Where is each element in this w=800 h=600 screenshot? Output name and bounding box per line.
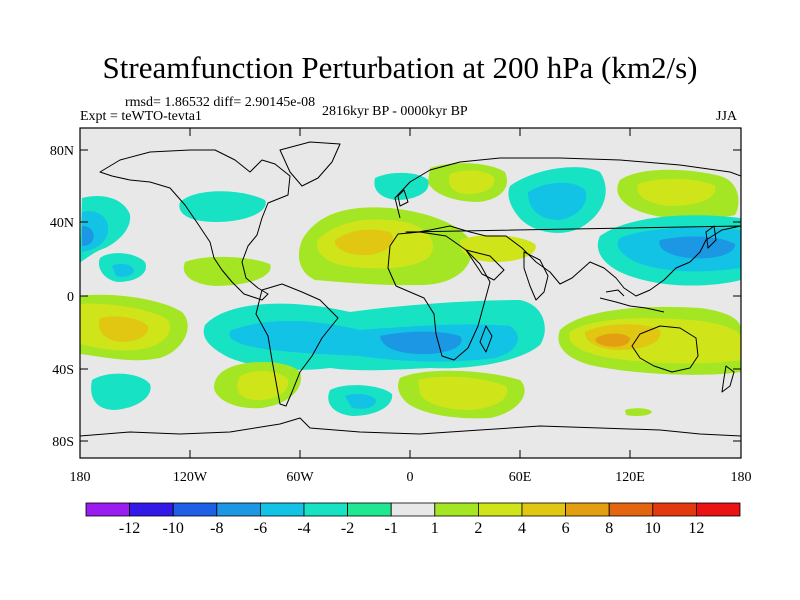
- contour-neg4-npacific: [82, 226, 94, 246]
- lat-label: 80N: [50, 144, 74, 159]
- axis-ticks: [79, 128, 742, 458]
- contour-pos2-southatlantic: [418, 376, 508, 410]
- colorbar-swatch: [172, 502, 218, 517]
- stats-label: rmsd= 1.86532 diff= 2.90145e-08: [125, 95, 316, 110]
- coastlines: [80, 141, 741, 437]
- colorbar-swatch: [477, 502, 523, 517]
- colorbar-swatch: [259, 502, 305, 517]
- colorbar-label: -8: [210, 520, 223, 537]
- colorbar-swatch: [303, 502, 348, 517]
- colorbar-label: 12: [688, 520, 704, 537]
- coastline-north-america: [99, 149, 291, 301]
- contour-neg4-core: [380, 331, 462, 355]
- colorbar-label: 2: [474, 520, 482, 537]
- colorbar-label: -12: [119, 520, 140, 537]
- lat-label: 0: [67, 290, 74, 305]
- coastline-australia: [631, 325, 699, 373]
- colorbar-swatch: [434, 502, 479, 517]
- coastline-new-zealand: [721, 365, 735, 393]
- colorbar-label: 8: [605, 520, 613, 537]
- colorbar-label: -4: [297, 520, 310, 537]
- experiment-label: Expt = teWTO-tevta1: [80, 109, 202, 124]
- colorbar-label: -2: [341, 520, 354, 537]
- chart-title: Streamfunction Perturbation at 200 hPa (…: [102, 50, 698, 85]
- contour-pos4-nafrica: [334, 229, 394, 256]
- lat-label: 40S: [52, 363, 74, 378]
- coastline-arabia: [465, 249, 505, 281]
- lon-label: 120W: [173, 470, 208, 485]
- contour-neg4-npacific-west: [659, 236, 736, 259]
- contour-fields: [80, 163, 741, 419]
- colorbar-swatch: [347, 502, 392, 517]
- lon-label: 60W: [286, 470, 314, 485]
- contour-pos4-sepacific: [98, 316, 149, 342]
- coastline-japan: [705, 225, 717, 249]
- coastline-south-america: [255, 283, 339, 407]
- contour-neg1-scandinavia: [374, 172, 429, 200]
- coastline-british-isles: [397, 189, 409, 207]
- contour-pos2-arctic: [448, 170, 495, 194]
- colorbar-swatch: [565, 502, 610, 517]
- contour-pos1-antarctic-coast: [625, 408, 652, 416]
- colorbar-swatch: [216, 502, 261, 517]
- colorbar-swatch: [608, 502, 654, 517]
- lon-label: 180: [731, 470, 752, 485]
- lat-label: 40N: [50, 216, 74, 231]
- lon-label: 120E: [615, 470, 645, 485]
- colorbar-label: -6: [254, 520, 267, 537]
- contour-pos2-eastasia: [637, 178, 716, 206]
- coastline-india: [523, 251, 549, 301]
- coastline-indonesia: [599, 289, 665, 313]
- colorbar-label: 4: [518, 520, 526, 537]
- colorbar-swatch: [521, 502, 566, 517]
- coastline-greenland: [279, 141, 341, 187]
- lon-label: 180: [70, 470, 91, 485]
- coastline-madagascar: [479, 325, 493, 353]
- colorbar-swatch: [129, 502, 174, 517]
- colorbar-swatch: [390, 502, 436, 517]
- lon-label: 60E: [509, 470, 532, 485]
- contour-neg1-canada: [179, 191, 266, 222]
- contour-neg2-southern-ocean: [345, 393, 376, 409]
- colorbar-label: 6: [562, 520, 570, 537]
- colorbar-label: -1: [385, 520, 398, 537]
- colorbar: [85, 502, 741, 517]
- colorbar-swatch: [652, 502, 697, 517]
- colorbar-label: -10: [163, 520, 184, 537]
- coastline-eurasia: [394, 157, 741, 297]
- colorbar-label: 1: [431, 520, 439, 537]
- contour-pos2-arabia: [459, 235, 536, 262]
- lon-label: 0: [407, 470, 414, 485]
- coastline-antarctica: [80, 417, 741, 437]
- colorbar-swatch: [85, 502, 130, 517]
- period-label: 2816kyr BP - 0000kyr BP: [322, 104, 468, 119]
- contour-pos6-australia: [595, 333, 630, 347]
- season-label: JJA: [716, 109, 738, 124]
- lat-label: 80S: [52, 435, 74, 450]
- contour-neg2-epacific: [112, 263, 134, 277]
- contour-neg1-drake: [91, 373, 151, 410]
- colorbar-label: 10: [645, 520, 661, 537]
- colorbar-swatch: [696, 502, 741, 517]
- contour-pos1-midatlantic: [183, 256, 271, 286]
- contour-neg2-siberia: [528, 182, 587, 220]
